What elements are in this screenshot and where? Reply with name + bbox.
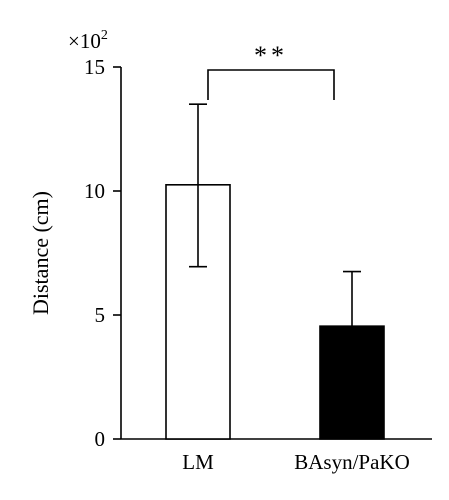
y-multiplier-exponent: 2 [101,28,108,43]
significance-bracket: ** [207,41,335,100]
x-tick-label-1: BAsyn/PaKO [294,450,410,474]
axis-labels: ×102 Distance (cm) LM BAsyn/PaKO [28,28,410,474]
y-axis-label: Distance (cm) [28,191,53,315]
x-tick-label-0: LM [182,450,214,474]
y-tick-label: 10 [84,179,105,203]
y-multiplier-base: ×10 [68,29,101,53]
error-bars [189,103,361,327]
y-tick-label: 15 [84,55,105,79]
y-tick-label: 0 [95,427,106,451]
y-tick-label: 5 [95,303,106,327]
y-multiplier-label: ×102 [68,28,108,53]
significance-label: ** [254,41,288,70]
significance-bracket-line [207,69,335,100]
bar-1 [319,325,385,440]
